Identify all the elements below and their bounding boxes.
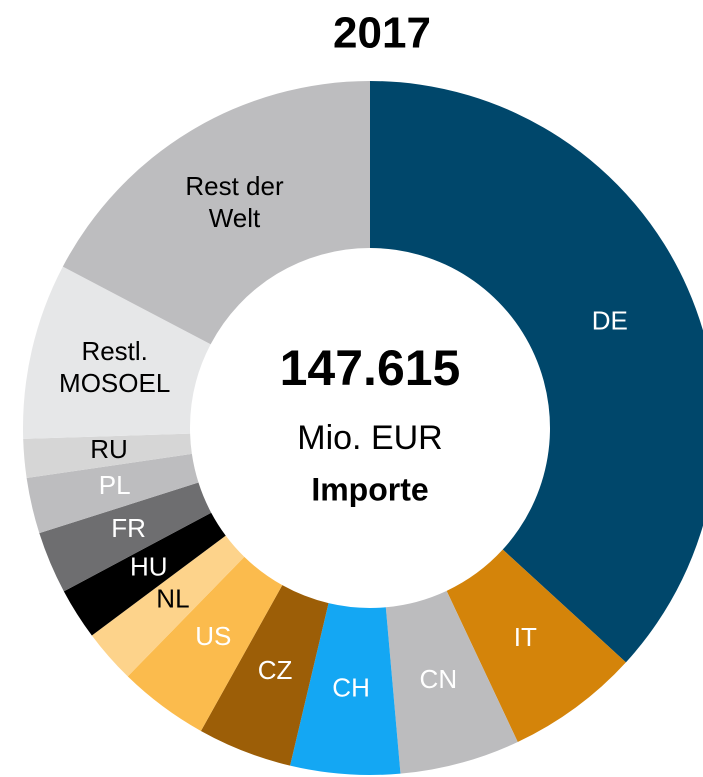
slice-label: IT bbox=[514, 622, 537, 652]
slice-label: Restl. MOSOEL bbox=[59, 336, 170, 398]
slice bbox=[91, 535, 245, 677]
slice bbox=[62, 81, 370, 345]
slice-label: PL bbox=[99, 470, 131, 500]
slice-label: RU bbox=[90, 434, 128, 464]
slice-label: CZ bbox=[258, 655, 293, 685]
slice-label: FR bbox=[111, 513, 146, 543]
slice-label: US bbox=[195, 621, 231, 651]
slice-label: DE bbox=[592, 305, 628, 335]
slice bbox=[370, 81, 703, 663]
slice bbox=[39, 482, 212, 592]
slice bbox=[22, 266, 211, 439]
slice bbox=[200, 585, 329, 766]
slice-label: CH bbox=[332, 672, 370, 702]
slice bbox=[290, 603, 401, 775]
slice-label: NL bbox=[156, 584, 189, 614]
chart-title: 2017 bbox=[333, 9, 431, 58]
slice-label: HU bbox=[130, 551, 168, 581]
slice bbox=[23, 433, 192, 478]
center-value: 147.615 bbox=[280, 340, 461, 396]
slice bbox=[26, 453, 199, 534]
slice bbox=[127, 556, 283, 732]
center-label: Importe bbox=[311, 471, 428, 507]
slice bbox=[446, 549, 626, 742]
slice bbox=[385, 590, 518, 774]
slice bbox=[63, 512, 226, 636]
slice-label: Rest der Welt bbox=[185, 171, 284, 233]
center-unit: Mio. EUR bbox=[297, 419, 442, 457]
slice-label: CN bbox=[420, 664, 458, 694]
